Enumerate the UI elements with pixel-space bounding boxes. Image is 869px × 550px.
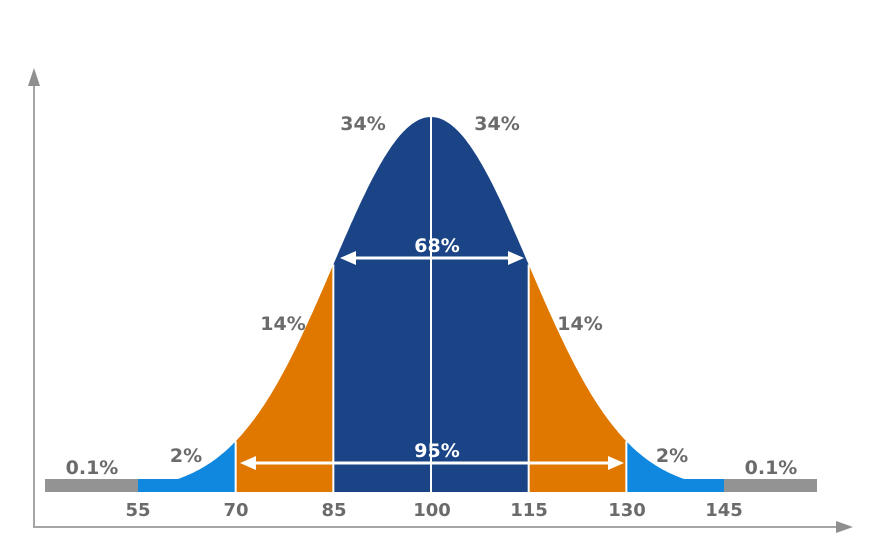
band-115-130 xyxy=(528,264,627,492)
x-tick-85: 85 xyxy=(321,500,346,521)
band-100-115 xyxy=(431,117,529,492)
tail-band-right xyxy=(724,479,817,492)
x-tick-145: 145 xyxy=(705,500,743,521)
x-tick-100: 100 xyxy=(413,500,451,521)
percent-label-above-145: 0.1% xyxy=(745,457,798,479)
y-axis-arrow-icon xyxy=(28,68,40,86)
x-tick-70: 70 xyxy=(223,500,248,521)
percent-label-85-100: 34% xyxy=(340,113,385,135)
percent-label-100-115: 34% xyxy=(474,113,519,135)
band-70-85 xyxy=(235,264,334,492)
percent-label-55-70: 2% xyxy=(170,445,202,467)
band-85-100 xyxy=(333,117,431,492)
span-95-arrow xyxy=(240,456,624,470)
x-tick-55: 55 xyxy=(125,500,150,521)
curve-bands xyxy=(138,117,724,492)
band-55-70 xyxy=(138,441,236,492)
x-tick-130: 130 xyxy=(608,500,646,521)
span-68-label: 68% xyxy=(414,235,459,257)
x-axis-arrow-icon xyxy=(836,521,853,533)
tail-band-left xyxy=(45,479,138,492)
band-130-145 xyxy=(626,441,724,492)
band-separators xyxy=(234,117,628,492)
percent-label-70-85: 14% xyxy=(260,313,305,335)
percent-label-115-130: 14% xyxy=(557,313,602,335)
percent-label-below-55: 0.1% xyxy=(66,457,119,479)
x-tick-115: 115 xyxy=(510,500,548,521)
percent-label-130-145: 2% xyxy=(656,445,688,467)
span-68-arrow xyxy=(340,251,524,265)
span-95-label: 95% xyxy=(414,440,459,462)
